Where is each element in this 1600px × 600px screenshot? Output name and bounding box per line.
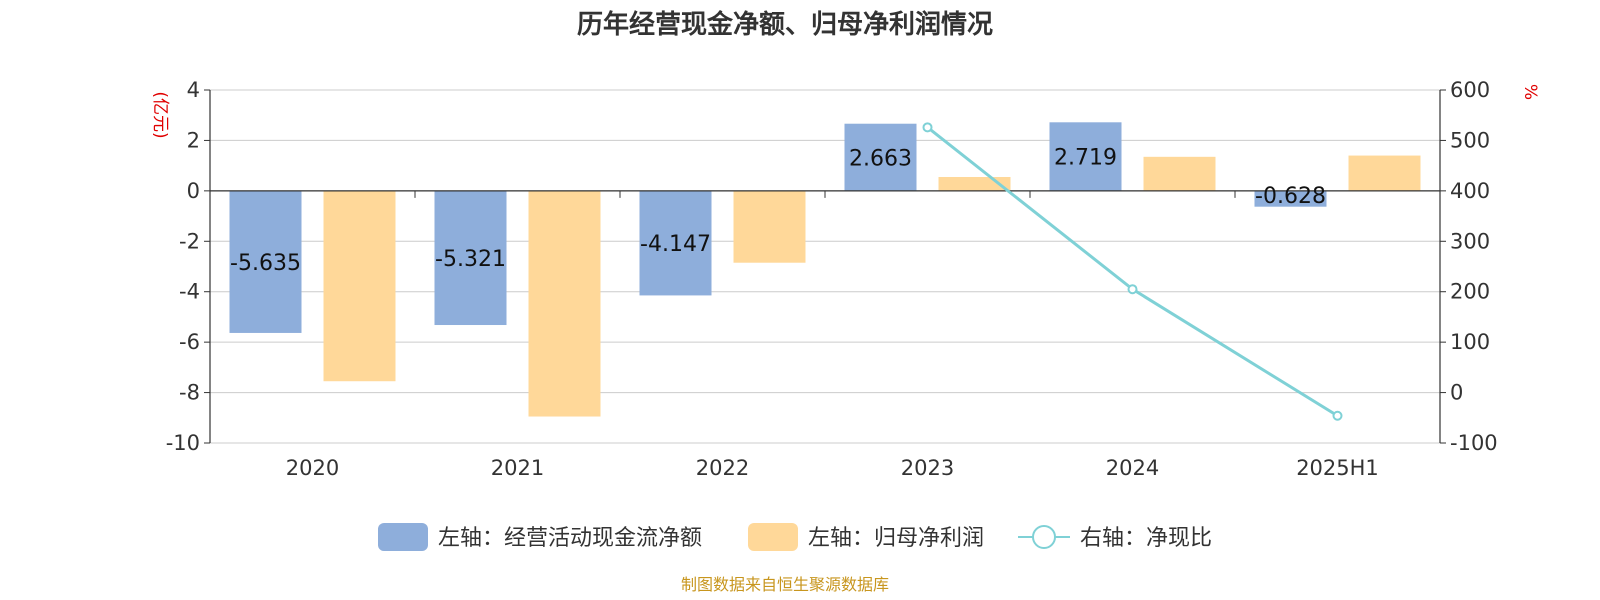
legend: 左轴：经营活动现金流净额 左轴：归母净利润 右轴：净现比 — [378, 523, 1212, 551]
line-point — [1332, 410, 1343, 421]
bar-net-profit — [1143, 156, 1216, 191]
left-tick-label: -2 — [179, 229, 200, 253]
legend-swatch-net-profit — [748, 523, 798, 551]
x-tick-label: 2022 — [696, 456, 749, 480]
left-axis-unit: (亿元) — [150, 91, 170, 138]
chart-title: 历年经营现金净额、归母净利润情况 — [577, 9, 993, 40]
bar-net-profit — [1348, 155, 1421, 191]
line-ratio — [926, 126, 1339, 418]
legend-label-net-profit: 左轴：归母净利润 — [808, 526, 984, 551]
x-tick-label: 2020 — [286, 456, 339, 480]
x-tick-label: 2021 — [491, 456, 544, 480]
left-tick-label: -10 — [166, 431, 200, 455]
right-tick-label: 400 — [1450, 179, 1490, 203]
data-label: 2.663 — [849, 146, 912, 171]
left-tick-label: 4 — [187, 78, 200, 102]
x-tick-label: 2025H1 — [1296, 456, 1379, 480]
left-tick-label: 2 — [187, 128, 200, 152]
right-tick-label: 300 — [1450, 229, 1490, 253]
bar-net-profit — [528, 190, 601, 417]
right-tick-label: 0 — [1450, 381, 1463, 405]
left-tick-label: -8 — [179, 381, 200, 405]
right-tick-label: 100 — [1450, 330, 1490, 354]
x-tick-label: 2023 — [901, 456, 954, 480]
right-axis-unit: % — [1520, 84, 1540, 100]
line-point — [922, 122, 933, 133]
bar-cash-flow — [434, 190, 507, 326]
bar-cash-flow — [844, 123, 917, 191]
x-tick-label: 2024 — [1106, 456, 1159, 480]
right-tick-label: 200 — [1450, 280, 1490, 304]
right-tick-label: -100 — [1450, 431, 1498, 455]
data-label: -4.147 — [640, 232, 711, 257]
legend-swatch-cash-flow — [378, 523, 428, 551]
legend-swatch-line-marker — [1032, 525, 1056, 549]
right-tick-label: 600 — [1450, 78, 1490, 102]
left-tick-label: 0 — [187, 179, 200, 203]
data-label: -5.635 — [230, 251, 301, 276]
line-point — [1127, 284, 1138, 295]
bar-net-profit — [733, 190, 806, 263]
left-tick-label: -6 — [179, 330, 200, 354]
bar-net-profit — [323, 190, 396, 382]
bar-cash-flow — [1049, 122, 1122, 191]
left-tick-label: -4 — [179, 280, 200, 304]
axes-group: 4 2 0 -2 -4 -6 -8 -10 600 500 400 300 200 100 0 -100 202… — [166, 78, 1498, 480]
bars-group — [229, 122, 1421, 417]
source-note: 制图数据来自恒生聚源数据库 — [681, 575, 889, 594]
data-label: -0.628 — [1255, 184, 1326, 209]
bar-cash-flow — [639, 190, 712, 296]
bar-cash-flow — [1254, 190, 1327, 207]
bar-cash-flow — [229, 190, 302, 333]
legend-label-cash-flow: 左轴：经营活动现金流净额 — [438, 526, 702, 551]
labels-group: -5.635 -5.321 -4.147 2.663 2.719 -0.628 — [230, 146, 1326, 276]
data-label: -5.321 — [435, 247, 506, 272]
line-series-group — [922, 122, 1343, 421]
right-tick-label: 500 — [1450, 128, 1490, 152]
legend-label-ratio: 右轴：净现比 — [1080, 526, 1212, 551]
data-label: 2.719 — [1054, 146, 1117, 171]
